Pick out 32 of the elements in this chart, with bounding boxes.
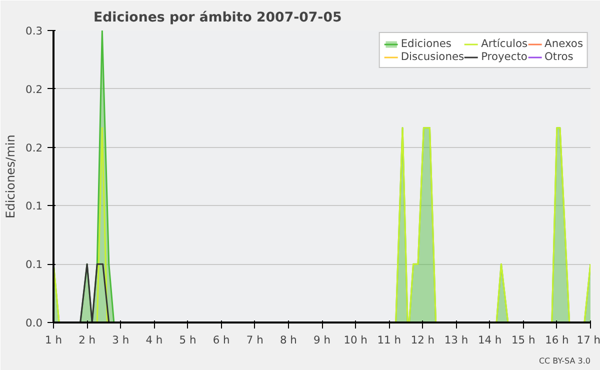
legend-label: Artículos — [481, 37, 528, 50]
legend-label: Otros — [544, 50, 574, 63]
text: CC BY-SA 3.0 — [538, 356, 591, 366]
x-tick-label: 9 h — [314, 334, 330, 346]
x-tick-label: 4 h — [146, 334, 163, 346]
x-tick-label: 16 h — [545, 334, 569, 346]
x-tick-label: 5 h — [179, 334, 196, 346]
y-tick-label: 0.0 — [26, 316, 43, 330]
y-tick-label: 0.2 — [26, 82, 43, 96]
x-tick-label: 8 h — [280, 334, 297, 346]
legend-label: Anexos — [544, 37, 583, 50]
legend-label: Proyecto — [481, 50, 528, 63]
x-tick-label: 7 h — [246, 334, 264, 346]
x-tick-label: 15 h — [512, 334, 536, 346]
x-tick-label: 13 h — [444, 334, 468, 346]
y-tick-label: 0.3 — [26, 24, 43, 38]
legend-label: Ediciones — [400, 37, 452, 50]
y-tick-label: 0.1 — [26, 258, 43, 272]
x-tick-label: 12 h — [410, 334, 435, 346]
chart-title: Ediciones por ámbito 2007-07-05 — [94, 10, 342, 26]
y-tick-label: 0.2 — [26, 141, 43, 154]
x-tick-label: 1 h — [45, 334, 62, 346]
y-tick-label: 0.1 — [26, 200, 43, 213]
x-tick-label: 11 h — [377, 334, 401, 346]
x-tick-label: 2 h — [78, 334, 96, 346]
x-tick-label: 17 h — [576, 334, 600, 346]
x-tick-label: 14 h — [478, 334, 502, 346]
x-tick-label: 6 h — [212, 334, 230, 346]
legend-label: Discusiones — [400, 50, 464, 63]
x-tick-label: 10 h — [344, 334, 368, 346]
x-tick-label: 3 h — [112, 334, 130, 346]
y-axis-title: Ediciones/min — [4, 134, 18, 218]
